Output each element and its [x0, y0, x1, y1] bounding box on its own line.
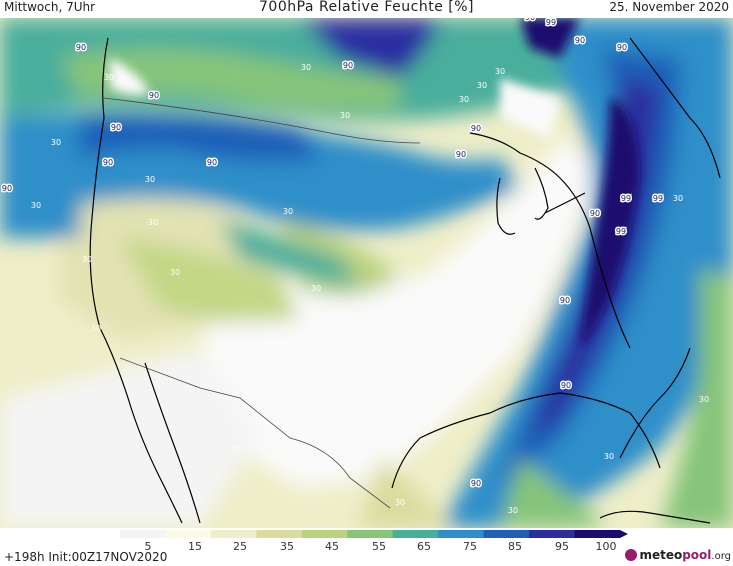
colorbar [0, 528, 733, 566]
colorbar-tick-label: 65 [417, 540, 431, 553]
colorbar-max-arrow [620, 530, 628, 538]
contour-label: 30 [51, 138, 61, 147]
header-bar: Mittwoch, 7Uhr 700hPa Relative Feuchte [… [0, 0, 733, 18]
contour-label: 30 [604, 452, 614, 461]
contour-label: 30 [495, 67, 505, 76]
colorbar-swatch [574, 530, 621, 538]
contour-label: 30 [283, 207, 293, 216]
contour-label: 99 [621, 194, 631, 203]
contour-label: 30 [170, 268, 180, 277]
meteopool-logo: meteopool.org [625, 548, 731, 562]
colorbar-tick-label: 85 [508, 540, 522, 553]
humidity-detail [110, 18, 640, 348]
contour-label: 30 [477, 81, 487, 90]
colorbar-tick-label: 75 [463, 540, 477, 553]
logo-text-main: meteo [639, 548, 683, 562]
contour-label: 90 [111, 123, 121, 132]
humidity-map: 90 90 90 90 90 90 90 90 90 90 90 90 90 90 90 90 99 99 99 99… [0, 18, 733, 528]
contour-label: 30 [508, 506, 518, 515]
contour-label: 30 [145, 175, 155, 184]
contour-label: 30 [82, 255, 92, 264]
colorbar-strip [120, 530, 628, 538]
colorbar-swatch [347, 530, 394, 538]
borders [103, 97, 421, 509]
logo-text-suffix: .org [711, 551, 731, 562]
colorbar-ticks: 5 15 25 35 45 55 65 75 85 95 100 [0, 540, 733, 554]
contour-label: 30 [699, 395, 709, 404]
contour-label: 30 [31, 201, 41, 210]
contour-label: 90 [617, 43, 627, 52]
contour-label: 30 [673, 194, 683, 203]
contour-label: 90 [207, 158, 217, 167]
contour-label: 99 [653, 194, 663, 203]
contour-label: 30 [301, 63, 311, 72]
contour-label: 30 [231, 445, 241, 454]
contour-label: 90 [76, 43, 86, 52]
humidity-field [0, 18, 733, 528]
colorbar-swatch [120, 530, 166, 538]
colorbar-tick-label: 5 [144, 540, 152, 553]
colorbar-tick-label: 15 [188, 540, 202, 553]
contour-label: 30 [91, 324, 101, 333]
contour-label: 90 [575, 36, 585, 45]
colorbar-tick-label: 100 [595, 540, 617, 553]
colorbar-swatch [301, 530, 348, 538]
contour-label: 30 [459, 95, 469, 104]
contour-label: 99 [616, 227, 626, 236]
contour-label: 90 [590, 209, 600, 218]
colorbar-tick-label: 35 [280, 540, 294, 553]
contour-label: 90 [525, 18, 535, 22]
colorbar-tick-label: 45 [325, 540, 339, 553]
colorbar-swatch [392, 530, 439, 538]
valid-date: 25. November 2020 [609, 0, 729, 14]
contour-label: 30 [311, 284, 321, 293]
contour-label: 90 [560, 296, 570, 305]
contour-label: 90 [149, 91, 159, 100]
contour-label: 30 [104, 73, 114, 82]
contour-labels: 90 90 90 90 90 90 90 90 90 90 90 90 90 90 90 90 99 99 99 99… [0, 18, 709, 515]
colorbar-swatch [438, 530, 485, 538]
logo-text-accent: pool [682, 548, 712, 562]
valid-day-time: Mittwoch, 7Uhr [4, 0, 96, 14]
colorbar-swatch [529, 530, 576, 538]
contour-label: 90 [2, 184, 12, 193]
contour-label: 90 [343, 61, 353, 70]
contour-label: 90 [456, 150, 466, 159]
coastlines [89, 37, 721, 524]
colorbar-swatch [256, 530, 303, 538]
contour-label: 30 [395, 498, 405, 507]
colorbar-swatch [210, 530, 257, 538]
colorbar-tick-label: 25 [233, 540, 247, 553]
contour-label: 99 [546, 18, 556, 27]
colorbar-tick-label: 95 [555, 540, 569, 553]
contour-label: 90 [471, 124, 481, 133]
colorbar-tick-label: 55 [372, 540, 386, 553]
contour-label: 90 [103, 158, 113, 167]
colorbar-swatch [483, 530, 530, 538]
run-info: +198h Init:00Z17NOV2020 [4, 550, 168, 564]
map-title: 700hPa Relative Feuchte [%] [259, 0, 474, 15]
colorbar-swatch [165, 530, 212, 538]
contour-label: 90 [471, 479, 481, 488]
contour-label: 90 [561, 381, 571, 390]
contour-label: 30 [148, 218, 158, 227]
contour-label: 30 [340, 111, 350, 120]
logo-icon [625, 549, 638, 561]
